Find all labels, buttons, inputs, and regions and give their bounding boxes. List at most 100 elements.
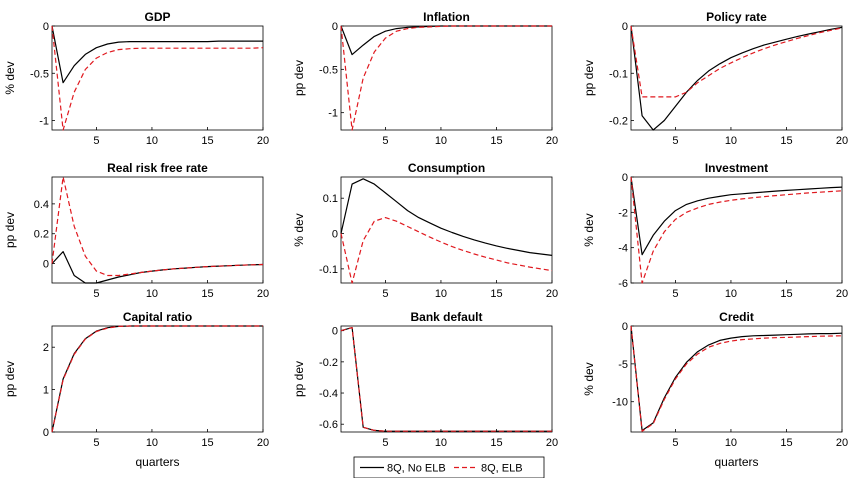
axes-box: [340, 25, 553, 131]
panel-title: Investment: [705, 161, 768, 175]
y-axis-label: pp dev: [3, 212, 17, 248]
x-tick-label: 10: [725, 135, 737, 147]
series-line-elb: [51, 176, 264, 277]
y-axis-label: pp dev: [292, 60, 306, 96]
panel-title: Bank default: [410, 310, 482, 324]
x-tick-label: 20: [836, 288, 848, 300]
legend-box: [353, 456, 545, 478]
x-tick-label: 15: [780, 135, 792, 147]
series-line-no-elb: [51, 325, 263, 433]
x-tick-label: 5: [672, 135, 678, 147]
y-tick-label: 0: [43, 427, 49, 439]
panel-title: Capital ratio: [123, 310, 192, 324]
y-tick-label: 0.4: [34, 199, 49, 211]
y-tick-label: -1: [39, 116, 49, 128]
panel-title: Real risk free rate: [107, 161, 208, 175]
panel-credit: Credit % dev quarters 0 -5 -10 5 10 15 20: [582, 310, 848, 469]
x-tick-label: 5: [93, 288, 99, 300]
y-tick-label: 0: [332, 326, 338, 338]
panel-bank-default: Bank default pp dev 0 -0.2 -0.4 -0.6 5 10 15 20: [292, 310, 558, 449]
x-tick-label: 15: [490, 135, 502, 147]
x-tick-label: 15: [780, 288, 792, 300]
axes-box: [51, 25, 264, 131]
legend-label: 8Q, ELB: [481, 463, 523, 475]
x-tick-label: 10: [435, 288, 447, 300]
series-line-no-elb: [630, 176, 843, 256]
y-axis-label: pp dev: [582, 60, 596, 96]
y-tick-label: 0: [43, 21, 49, 33]
y-tick-label: 0.2: [34, 229, 49, 241]
y-tick-label: 0: [622, 21, 628, 33]
panel-title: Consumption: [408, 161, 485, 175]
y-axis-label: % dev: [582, 213, 596, 246]
series-line-elb: [630, 176, 843, 284]
y-tick-label: 0: [43, 259, 49, 271]
panel-inflation: Inflation pp dev 0 -0.5 -1 5 10 15 20: [292, 10, 558, 147]
panel-policy-rate: Policy rate pp dev 0 -0.1 -0.2 5 10 15 20: [582, 10, 848, 147]
x-tick-label: 15: [780, 437, 792, 449]
axes-box: [630, 25, 843, 131]
y-tick-label: -5: [618, 359, 628, 371]
x-tick-label: 5: [93, 437, 99, 449]
axes-box: [630, 325, 843, 433]
series-line-no-elb: [630, 325, 843, 432]
x-tick-label: 20: [546, 135, 558, 147]
series-line-elb: [51, 25, 264, 131]
y-tick-label: -0.5: [319, 64, 338, 76]
axes-box: [51, 176, 264, 284]
x-tick-label: 20: [836, 437, 848, 449]
legend-label: 8Q, No ELB: [387, 463, 446, 475]
y-axis-label: % dev: [3, 61, 17, 94]
series-line-elb: [340, 217, 553, 284]
panel-real-risk-free-rate: Real risk free rate pp dev 0.4 0.2 0 5 10 15 20: [3, 161, 269, 300]
x-tick-label: 5: [382, 288, 388, 300]
series-line-no-elb: [340, 178, 553, 256]
x-tick-label: 10: [435, 437, 447, 449]
axes-box: [630, 176, 843, 284]
x-tick-label: 10: [146, 288, 158, 300]
x-tick-label: 15: [490, 437, 502, 449]
y-tick-label: -0.2: [609, 116, 628, 128]
x-tick-label: 5: [672, 288, 678, 300]
legend: 8Q, No ELB 8Q, ELB: [353, 456, 545, 478]
series-line-elb: [340, 327, 552, 432]
x-tick-label: 20: [546, 437, 558, 449]
y-axis-label: pp dev: [292, 361, 306, 397]
panel-title: Inflation: [423, 10, 470, 24]
y-tick-label: -0.1: [319, 264, 338, 276]
y-tick-label: -6: [618, 278, 628, 290]
series-line-elb: [630, 325, 843, 432]
x-tick-label: 20: [546, 288, 558, 300]
series-line-elb: [340, 25, 552, 131]
panel-investment: Investment % dev 0 -2 -4 -6 5 10 15 20: [582, 161, 848, 300]
x-tick-label: 5: [382, 437, 388, 449]
y-tick-label: 0: [622, 321, 628, 333]
panel-title: Credit: [719, 310, 754, 324]
series-line-elb: [630, 25, 843, 98]
x-tick-label: 20: [836, 135, 848, 147]
x-tick-label: 20: [257, 135, 269, 147]
y-tick-label: -2: [618, 207, 628, 219]
y-axis-label: % dev: [292, 213, 306, 246]
y-tick-label: 0: [622, 172, 628, 184]
panel-title: GDP: [144, 10, 170, 24]
series-line-no-elb: [51, 25, 263, 84]
y-tick-label: -10: [612, 397, 628, 409]
x-tick-label: 10: [725, 288, 737, 300]
panel-consumption: Consumption % dev 0.1 0 -0.1 5 10 15 20: [292, 161, 558, 300]
y-tick-label: -0.2: [319, 357, 338, 369]
y-tick-label: 2: [43, 342, 49, 354]
x-tick-label: 5: [672, 437, 678, 449]
x-tick-label: 5: [382, 135, 388, 147]
y-tick-label: 0.1: [323, 193, 338, 205]
x-axis-label: quarters: [135, 455, 179, 469]
x-tick-label: 15: [490, 288, 502, 300]
x-tick-label: 10: [146, 437, 158, 449]
x-tick-label: 10: [146, 135, 158, 147]
x-tick-label: 10: [435, 135, 447, 147]
panel-title: Policy rate: [706, 10, 767, 24]
y-tick-label: -0.6: [319, 419, 338, 431]
x-tick-label: 5: [93, 135, 99, 147]
